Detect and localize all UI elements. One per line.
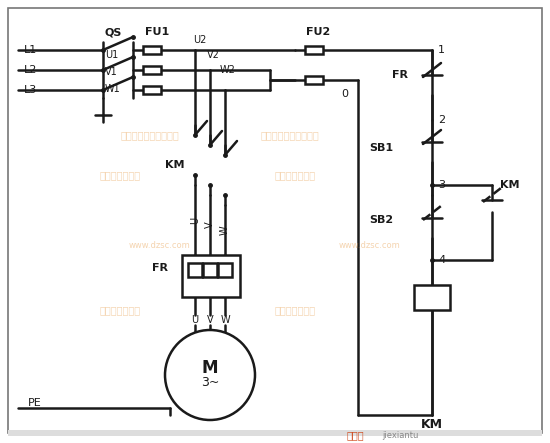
Text: KM: KM: [421, 419, 443, 431]
Text: SB1: SB1: [369, 143, 393, 153]
Text: W2: W2: [220, 65, 236, 75]
Bar: [414, 285, 450, 310]
Bar: [218, 263, 232, 277]
Text: L2: L2: [24, 65, 37, 75]
Text: M: M: [202, 359, 218, 377]
Text: FU2: FU2: [306, 27, 330, 37]
Text: KM: KM: [165, 160, 185, 170]
Text: U1: U1: [105, 50, 118, 60]
Text: 杭州蔚库科技有限公司: 杭州蔚库科技有限公司: [120, 130, 179, 140]
Bar: [8, 430, 542, 436]
Text: FR: FR: [152, 263, 168, 273]
Text: PE: PE: [28, 398, 42, 408]
Text: W: W: [220, 225, 230, 235]
Text: U2: U2: [193, 35, 207, 45]
Text: U: U: [190, 217, 200, 224]
Bar: [143, 86, 161, 94]
Text: V: V: [205, 222, 215, 228]
Text: KM: KM: [500, 180, 520, 190]
Text: QS: QS: [104, 27, 122, 37]
Text: L1: L1: [24, 45, 37, 55]
Text: W: W: [220, 315, 230, 325]
Bar: [143, 66, 161, 74]
Text: 0: 0: [341, 89, 348, 99]
Text: 维库电子市场网: 维库电子市场网: [100, 170, 141, 180]
Text: 1: 1: [438, 45, 445, 55]
Text: 2: 2: [438, 115, 445, 125]
Text: L3: L3: [24, 85, 37, 95]
Text: 接线图: 接线图: [346, 430, 364, 440]
Text: V2: V2: [207, 50, 219, 60]
Bar: [143, 46, 161, 54]
Bar: [305, 76, 323, 84]
Text: W1: W1: [105, 84, 121, 94]
Text: 维库电子市场网: 维库电子市场网: [274, 170, 316, 180]
Text: 4: 4: [438, 255, 445, 265]
Text: www.dzsc.com: www.dzsc.com: [129, 241, 191, 249]
Text: SB2: SB2: [369, 215, 393, 225]
Text: 3: 3: [438, 180, 445, 190]
Circle shape: [165, 330, 255, 420]
Text: 维库电子市场网: 维库电子市场网: [274, 305, 316, 315]
Text: V: V: [207, 315, 213, 325]
Text: U: U: [191, 315, 199, 325]
Text: FR: FR: [392, 70, 408, 80]
Bar: [182, 255, 240, 297]
Text: 维库电子市场网: 维库电子市场网: [100, 305, 141, 315]
Bar: [188, 263, 202, 277]
Text: 3~: 3~: [201, 376, 219, 389]
Text: www.dzsc.com: www.dzsc.com: [339, 241, 401, 249]
Text: jiexiantu: jiexiantu: [382, 431, 418, 440]
Text: 杭州蔚库科技有限公司: 杭州蔚库科技有限公司: [261, 130, 320, 140]
Bar: [305, 46, 323, 54]
Text: V1: V1: [105, 67, 118, 77]
Bar: [203, 263, 217, 277]
Text: FU1: FU1: [145, 27, 169, 37]
